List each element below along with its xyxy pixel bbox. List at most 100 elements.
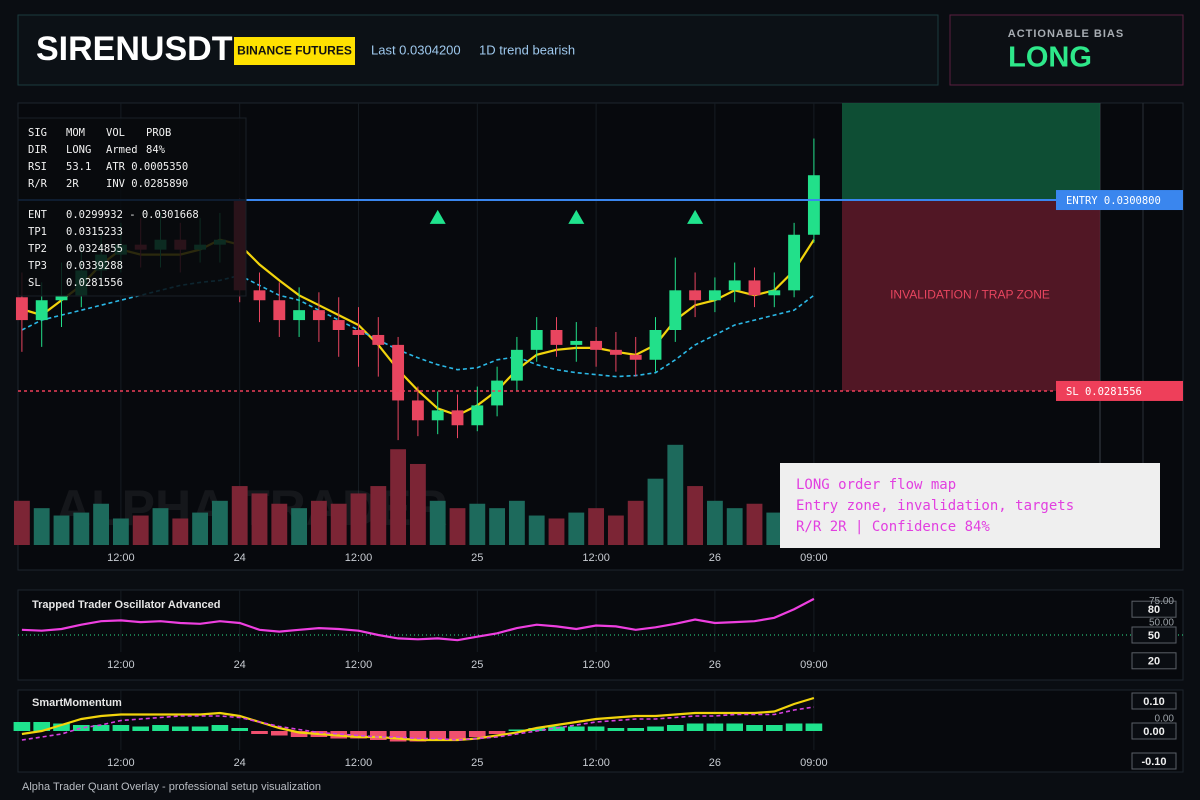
x-tick-label: 12:00 [107, 659, 135, 671]
candle-body [451, 410, 464, 426]
candle-body [471, 405, 484, 426]
candle-body [530, 330, 543, 350]
momentum-bar [112, 725, 130, 731]
volume-bar [390, 449, 407, 545]
scale-label: 0.00 [1155, 714, 1175, 725]
candle-body [352, 330, 365, 335]
momentum-bar [805, 723, 823, 731]
candle-body [35, 300, 48, 321]
x-tick-label: 24 [234, 757, 246, 769]
volume-bar [766, 512, 783, 545]
header-box [17, 14, 939, 86]
candle-body [788, 234, 801, 291]
y-tick-label: 20 [1148, 656, 1160, 668]
momentum-bar [369, 731, 387, 740]
target-cell: 0.0299932 - 0.0301668 [66, 209, 199, 221]
info-text: SIG MOM VOL PROB DIR LONG Armed 84% RSI 53.1 ATR 0… [28, 127, 199, 289]
y-tick-label: -0.10 [1141, 756, 1166, 768]
x-tick-label: 12:00 [582, 552, 610, 564]
volume-bar [588, 508, 605, 545]
y-tick-box [1131, 626, 1177, 644]
momentum-line [21, 696, 815, 742]
candle-body [649, 330, 662, 360]
x-tick-label: 25 [471, 757, 483, 769]
momentum-bar [765, 725, 783, 731]
footer: Alpha Trader Quant Overlay - professiona… [22, 781, 321, 793]
scale-label: 75.00 [1149, 596, 1174, 607]
momentum-bar [726, 723, 744, 731]
momentum-bar [567, 726, 585, 731]
momentum-bar [666, 725, 684, 731]
momentum-bar [290, 731, 308, 737]
momentum-bar [92, 725, 110, 731]
momentum-bar [350, 731, 367, 739]
momentum-bar [429, 731, 447, 740]
candle-body [590, 340, 603, 350]
momentum-bar [587, 726, 605, 731]
x-tick-label: 25 [471, 552, 483, 564]
momentum-bar [468, 731, 486, 737]
signal-marker [568, 209, 585, 224]
candle-body [629, 354, 642, 360]
volume-bar [548, 518, 565, 545]
momentum-bar [488, 731, 506, 734]
candle-body [491, 380, 504, 406]
x-tick-label: 12:00 [107, 757, 135, 769]
info-cell: MOM [66, 127, 85, 139]
annotation-line: Entry zone, invalidation, targets [796, 498, 1074, 514]
x-tick-label: 12:00 [107, 552, 135, 564]
volume-bar [330, 503, 347, 545]
candle-body [748, 280, 761, 296]
momentum-bar [132, 726, 150, 731]
x-tick-label: 09:00 [800, 552, 828, 564]
info-cell: PROB [146, 127, 171, 139]
momentum-bar [627, 728, 645, 731]
volume-bar [251, 493, 268, 545]
momentum-bar [409, 731, 427, 742]
volume-bar [667, 444, 684, 545]
candle-body [372, 334, 385, 345]
candle-body [807, 175, 820, 235]
x-tick-label: 12:00 [582, 659, 610, 671]
target-zone [842, 103, 1100, 201]
target-cell: SL [28, 277, 41, 289]
volume-bar [291, 508, 308, 545]
volume-bar [528, 515, 545, 545]
x-tick-label: 25 [471, 659, 483, 671]
candle-body [669, 290, 682, 331]
target-cell: 0.0281556 [66, 277, 123, 289]
volume-bar [429, 500, 446, 545]
candle-body [392, 344, 405, 401]
x-tick-label: 12:00 [345, 757, 373, 769]
momentum-bar [686, 723, 704, 731]
candle-body [15, 297, 28, 321]
volume-bar [310, 500, 327, 545]
momentum-bar [785, 723, 803, 731]
level-label: SL 0.0281556 [1066, 386, 1142, 398]
momentum-bar [607, 728, 625, 731]
x-tick-label: 12:00 [582, 757, 610, 769]
info-cell: RSI [28, 161, 47, 173]
volume-bar [687, 486, 704, 545]
momentum-bar [746, 725, 763, 731]
candle-body [609, 349, 622, 355]
x-tick-label: 12:00 [345, 659, 373, 671]
target-cell: TP3 [28, 260, 47, 272]
info-cell: ATR 0.0005350 [106, 161, 188, 173]
candle-body [689, 290, 702, 301]
volume-bar [469, 503, 486, 545]
momentum-bar [706, 723, 724, 731]
annotation-box [780, 463, 1160, 548]
momentum-bar [251, 731, 268, 734]
volume-bar [409, 463, 426, 545]
target-cell: 0.0339288 [66, 260, 123, 272]
annotation-line: R/R 2R | Confidence 84% [796, 519, 990, 535]
volume-bar [13, 500, 30, 545]
x-tick-label: 26 [709, 659, 721, 671]
momentum-bar [211, 725, 229, 731]
momentum-bar [152, 725, 169, 731]
candle-body [550, 330, 563, 345]
invalidation-zone [842, 200, 1100, 391]
momentum-bar [231, 728, 249, 731]
